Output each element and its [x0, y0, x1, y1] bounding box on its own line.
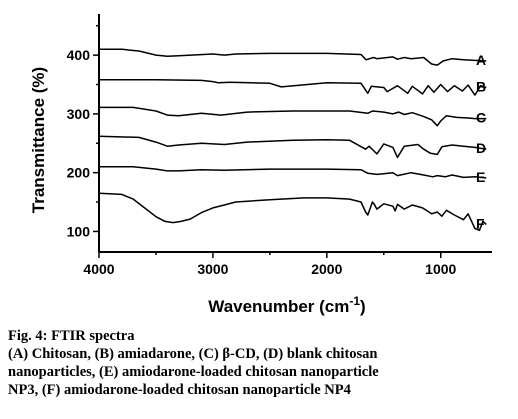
caption-line: (A) Chitosan, (B) amiadarone, (C) β-CD, … — [8, 346, 378, 362]
y-tick-label: 200 — [67, 165, 91, 181]
series-label-e: E — [476, 169, 485, 185]
y-tick-label: 400 — [67, 47, 91, 63]
y-tick-label: 100 — [67, 223, 91, 239]
series-label-a: A — [476, 52, 486, 68]
y-axis-label: Transmittance (%) — [29, 67, 48, 213]
series-line-c — [99, 106, 487, 127]
figure-caption: Fig. 4: FTIR spectra (A) Chitosan, (B) a… — [8, 327, 512, 399]
series-line-d — [98, 135, 487, 159]
series-line-b — [99, 79, 487, 96]
series-label-f: F — [476, 215, 485, 231]
x-axis-label: Wavenumber (cm-1) — [208, 294, 365, 316]
series-line-f — [98, 192, 487, 232]
series-line-a — [99, 48, 487, 66]
x-tick-label: 3000 — [197, 261, 228, 277]
series-line-e — [99, 166, 487, 179]
axes-group: 100 200 300 400 4000 3000 2000 1000 — [67, 14, 492, 277]
caption-line: NP3, (F) amiodarone-loaded chitosan nano… — [8, 382, 351, 398]
x-tick-label: 1000 — [425, 261, 456, 277]
series-label-c: C — [476, 110, 486, 126]
y-tick-label: 300 — [67, 106, 91, 122]
caption-line: nanoparticles, (E) amiodarone-loaded chi… — [8, 364, 379, 380]
series-label-b: B — [476, 78, 486, 94]
caption-title: Fig. 4: FTIR spectra — [8, 328, 135, 344]
x-tick-label: 4000 — [83, 261, 114, 277]
x-tick-label: 2000 — [311, 261, 342, 277]
series-label-d: D — [476, 140, 486, 156]
